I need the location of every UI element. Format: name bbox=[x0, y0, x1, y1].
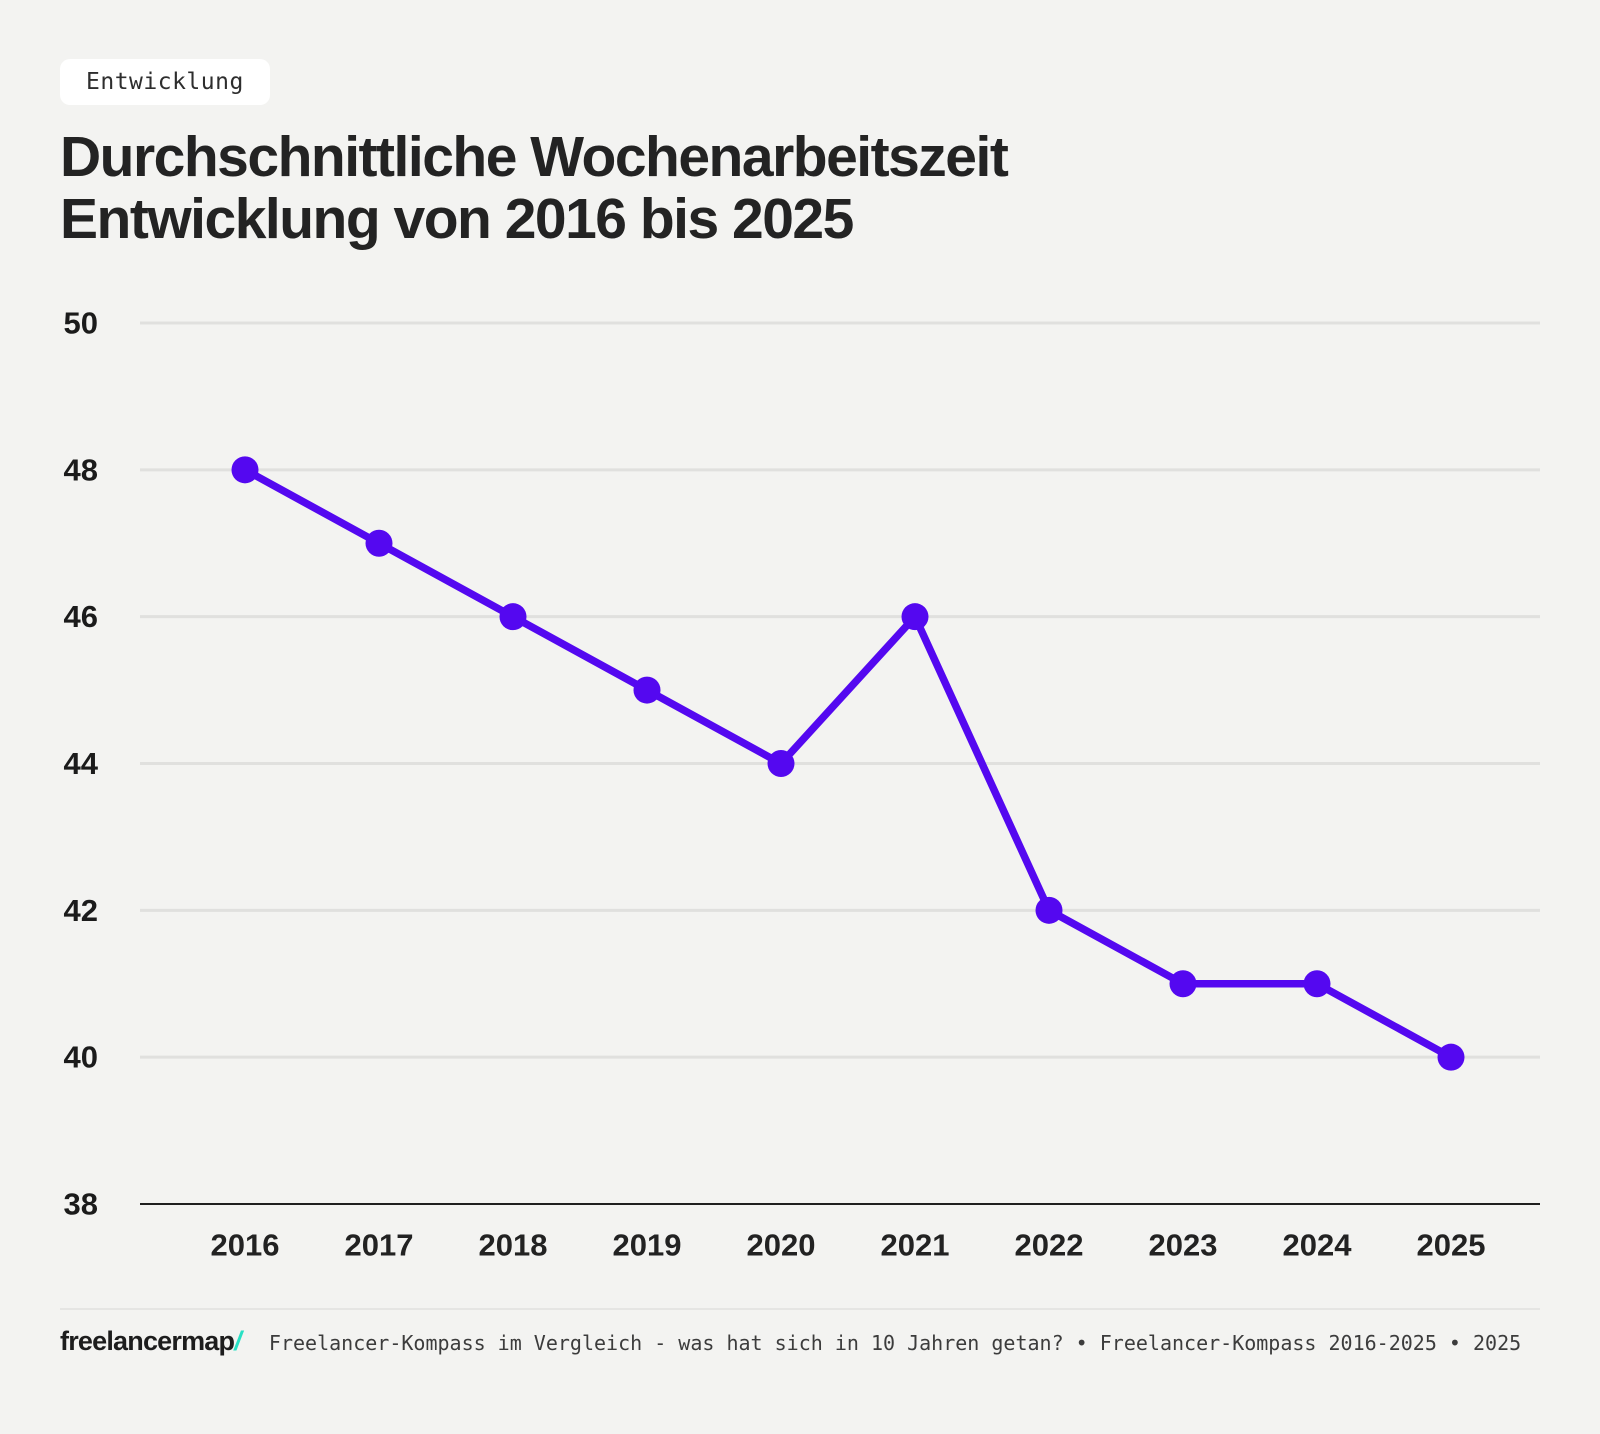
x-axis-tick-label: 2021 bbox=[881, 1228, 950, 1263]
y-axis-tick-label: 42 bbox=[64, 893, 98, 928]
category-badge: Entwicklung bbox=[60, 59, 270, 105]
x-axis-tick-label: 2016 bbox=[211, 1228, 280, 1263]
data-point-2016 bbox=[231, 456, 259, 484]
data-point-2024 bbox=[1303, 970, 1331, 998]
logo-slash-icon: / bbox=[234, 1326, 241, 1356]
footer: freelancermap/ Freelancer-Kompass im Ver… bbox=[60, 1326, 1540, 1357]
data-point-2017 bbox=[365, 529, 393, 557]
freelancermap-logo: freelancermap/ bbox=[60, 1326, 242, 1357]
footer-divider bbox=[60, 1308, 1540, 1310]
page-title-line1: Durchschnittliche Wochenarbeitszeit bbox=[60, 125, 1009, 189]
data-point-2023 bbox=[1169, 970, 1197, 998]
page-title-line2: Entwicklung von 2016 bis 2025 bbox=[60, 187, 854, 252]
y-axis-tick-label: 44 bbox=[64, 746, 99, 781]
x-axis-tick-label: 2025 bbox=[1417, 1228, 1486, 1263]
x-axis-tick-label: 2023 bbox=[1149, 1228, 1218, 1263]
page-title: Durchschnittliche Wochenarbeitszeit Entw… bbox=[60, 126, 1360, 250]
x-axis-tick-label: 2018 bbox=[479, 1228, 548, 1263]
y-axis-tick-label: 50 bbox=[64, 306, 98, 341]
y-axis-tick-label: 48 bbox=[64, 452, 98, 487]
footer-caption: Freelancer-Kompass im Vergleich - was ha… bbox=[268, 1331, 1522, 1355]
data-point-2020 bbox=[767, 750, 795, 777]
x-axis-tick-label: 2022 bbox=[1015, 1228, 1084, 1263]
x-axis-tick-label: 2020 bbox=[747, 1228, 816, 1263]
data-point-2019 bbox=[633, 676, 661, 704]
category-badge-label: Entwicklung bbox=[86, 69, 244, 95]
y-axis-tick-label: 38 bbox=[64, 1187, 98, 1222]
x-axis-tick-label: 2019 bbox=[613, 1228, 682, 1263]
y-axis-tick-label: 40 bbox=[64, 1040, 98, 1075]
trend-line bbox=[241, 466, 1455, 1061]
data-point-2025 bbox=[1437, 1043, 1465, 1071]
logo-text: freelancermap bbox=[60, 1326, 235, 1356]
data-point-2022 bbox=[1035, 896, 1063, 924]
data-point-2021 bbox=[901, 603, 929, 631]
x-axis-tick-label: 2017 bbox=[345, 1228, 414, 1263]
x-axis-tick-label: 2024 bbox=[1283, 1228, 1353, 1263]
data-point-2018 bbox=[499, 603, 527, 631]
y-axis-tick-label: 46 bbox=[64, 599, 98, 634]
